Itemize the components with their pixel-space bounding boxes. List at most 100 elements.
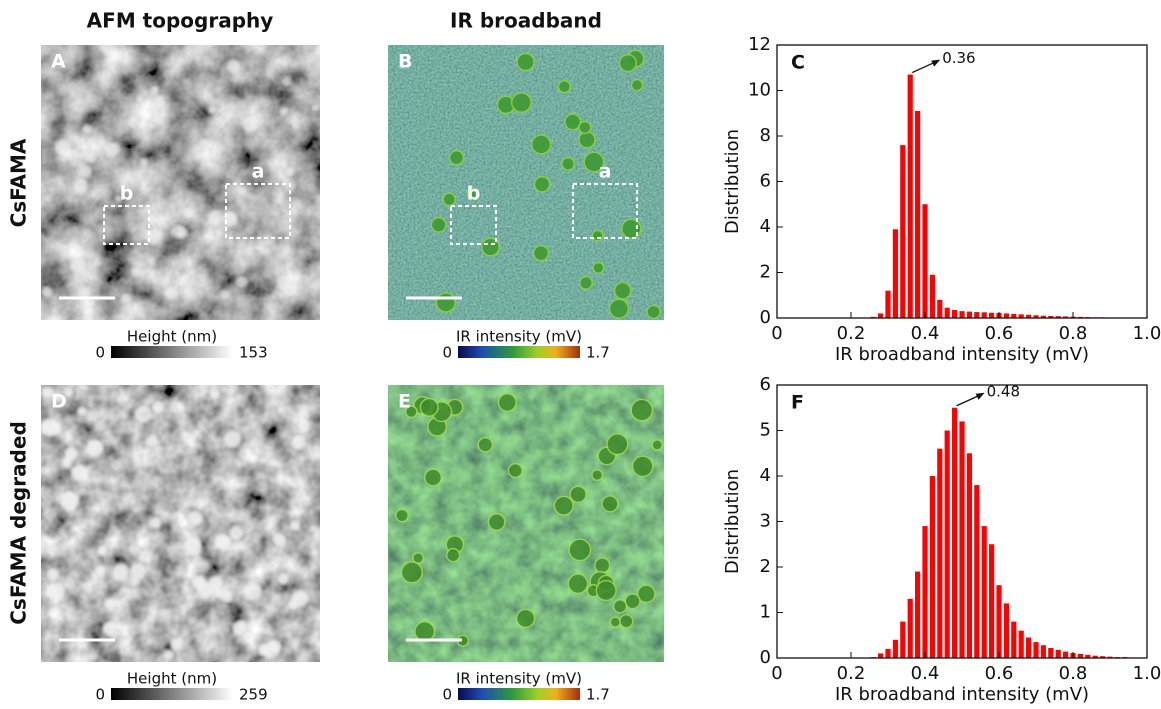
column-title: IR broadband [450, 9, 602, 33]
feature [620, 218, 642, 240]
feature [281, 76, 292, 87]
y-tick-label: 5 [760, 420, 771, 441]
feature [77, 287, 90, 300]
bar [981, 312, 987, 318]
bar [892, 639, 898, 658]
x-tick-label: 0 [771, 323, 782, 344]
bar [981, 526, 987, 658]
feature [466, 187, 479, 200]
bar [892, 229, 898, 318]
y-tick-label: 4 [760, 216, 771, 237]
feature [184, 208, 194, 218]
bar [944, 430, 950, 658]
bar [915, 110, 921, 318]
colorbar-min: 0 [442, 686, 452, 704]
bar [1003, 313, 1009, 318]
feature [636, 584, 656, 604]
feature [226, 59, 240, 73]
annotation: 0.36 [942, 49, 975, 67]
x-tick-label: 0.4 [911, 663, 940, 684]
bar [1077, 653, 1083, 658]
bar [1107, 656, 1113, 658]
colorbar-max: 259 [239, 686, 268, 704]
bar [989, 544, 995, 658]
feature [41, 286, 53, 298]
bar [959, 311, 965, 318]
row-title: CsFAMA [7, 138, 31, 227]
feature [606, 432, 629, 456]
feature [243, 245, 254, 255]
feature [561, 156, 575, 171]
feature [105, 142, 120, 157]
feature [210, 389, 220, 399]
panel-letter: A [51, 51, 66, 73]
feature [77, 406, 87, 415]
feature [612, 599, 628, 614]
feature [120, 293, 131, 304]
bar [907, 598, 913, 658]
bar [1100, 656, 1106, 658]
bar [952, 407, 958, 658]
feature [188, 511, 203, 526]
y-tick-label: 1 [760, 602, 771, 623]
bar [966, 453, 972, 658]
feature [108, 65, 115, 72]
feature [149, 516, 162, 529]
feature [651, 439, 663, 451]
feature [236, 276, 248, 288]
y-tick-label: 6 [760, 374, 771, 395]
x-tick-label: 0.8 [1059, 663, 1088, 684]
feature [290, 521, 300, 531]
feature [567, 573, 589, 595]
feature [241, 116, 257, 132]
feature [262, 642, 280, 659]
bar [1085, 654, 1091, 658]
bar [878, 653, 884, 658]
annotation-arrow [911, 61, 935, 74]
feature [630, 398, 654, 422]
feature [139, 157, 149, 167]
feature [515, 608, 536, 629]
feature [419, 397, 439, 417]
feature [60, 492, 79, 511]
feature [47, 582, 66, 601]
feature [400, 561, 424, 584]
panel-letter: D [51, 391, 67, 413]
bar [922, 526, 928, 658]
feature [630, 78, 644, 92]
feature [591, 229, 604, 242]
row-title: CsFAMA degraded [7, 421, 31, 625]
panel-letter: F [791, 392, 804, 414]
bar [1055, 649, 1061, 658]
bar [900, 145, 906, 318]
feature [71, 465, 89, 482]
feature [292, 122, 299, 129]
colorbar [111, 688, 233, 700]
bar [1018, 630, 1024, 658]
feature [609, 616, 622, 628]
image-features [41, 49, 663, 661]
bar [1063, 651, 1069, 658]
y-tick-label: 0 [760, 307, 771, 328]
feature [229, 525, 244, 541]
bar [944, 307, 950, 318]
feature [208, 210, 224, 225]
feature [145, 228, 161, 245]
feature [497, 392, 517, 413]
annotation-arrowhead [931, 59, 941, 67]
feature [277, 573, 289, 585]
y-tick-label: 2 [760, 556, 771, 577]
feature [222, 212, 238, 228]
bar [1026, 314, 1032, 318]
feature [224, 430, 242, 448]
colorbar-max: 1.7 [586, 344, 610, 362]
y-tick-label: 3 [760, 511, 771, 532]
feature [86, 440, 104, 458]
feature [209, 107, 216, 114]
feature [631, 455, 654, 478]
bar [937, 448, 943, 658]
feature [152, 401, 165, 414]
feature [111, 563, 129, 581]
feature [435, 292, 457, 313]
